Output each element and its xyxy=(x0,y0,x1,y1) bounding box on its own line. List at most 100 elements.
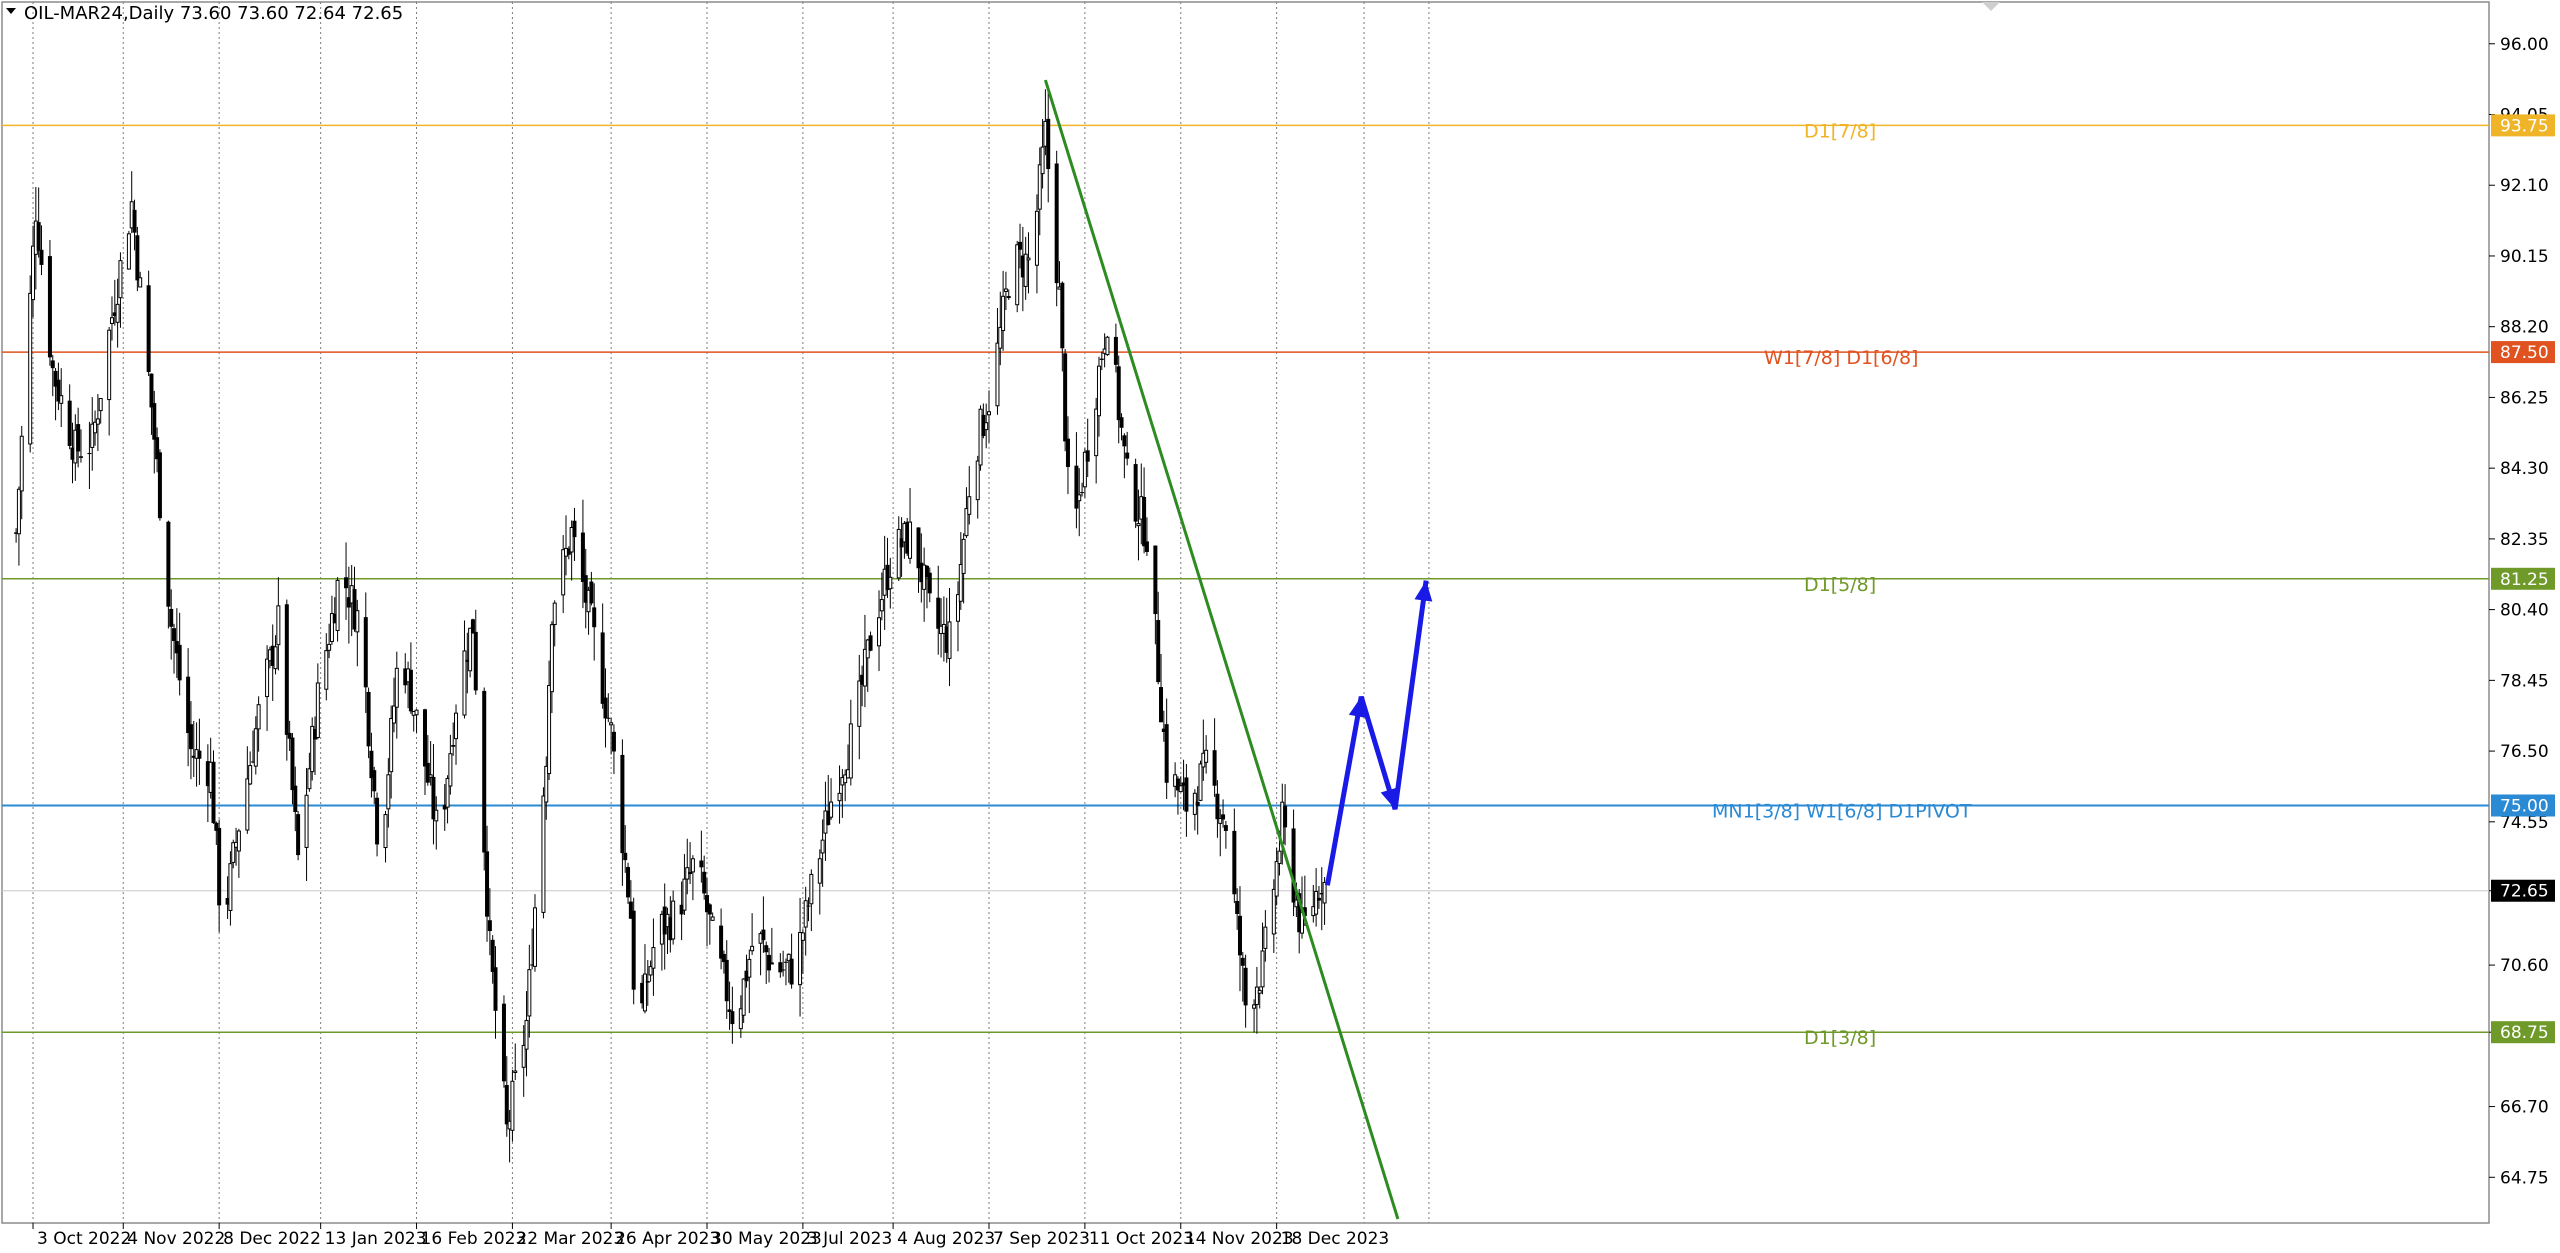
candle xyxy=(1221,799,1226,828)
candle xyxy=(118,252,123,328)
candle xyxy=(1116,355,1121,444)
candle xyxy=(761,896,766,953)
candle xyxy=(1257,986,1262,1009)
candle xyxy=(1319,867,1324,931)
candle-body-up xyxy=(1198,763,1203,801)
candle xyxy=(803,886,808,956)
candle xyxy=(250,730,255,764)
candle xyxy=(78,429,83,463)
candle xyxy=(583,548,588,629)
candle xyxy=(580,499,585,609)
candle xyxy=(995,308,1000,415)
candle-body-down xyxy=(761,929,766,941)
candle xyxy=(107,326,112,436)
candle-body-down xyxy=(76,424,81,452)
candle-body-up xyxy=(541,795,546,913)
candle xyxy=(645,960,650,1006)
candle-body-down xyxy=(293,785,298,813)
candle-body-down xyxy=(924,565,929,578)
candle-body-down xyxy=(344,577,349,589)
x-tick-label: 7 Sep 2023 xyxy=(993,1229,1090,1249)
candle-body-up xyxy=(256,704,261,730)
candle xyxy=(541,787,546,919)
candle xyxy=(767,947,772,983)
plot-area-frame xyxy=(1,1,2490,1224)
candle-body-up xyxy=(1094,408,1099,457)
candle-body-down xyxy=(70,447,75,460)
candle-body-down xyxy=(482,690,487,853)
x-tick-label: 13 Jan 2023 xyxy=(325,1229,427,1249)
candle-body-down xyxy=(628,901,633,919)
candle xyxy=(112,279,117,326)
candle xyxy=(245,746,250,834)
candle xyxy=(527,944,532,1038)
candle xyxy=(1204,735,1209,774)
candle xyxy=(947,588,952,687)
candle-body-up xyxy=(454,712,459,740)
candle-body-down xyxy=(721,953,726,963)
candle xyxy=(493,946,498,1039)
candle xyxy=(592,583,597,661)
candle xyxy=(465,632,470,694)
candle-body-down xyxy=(177,644,182,681)
candle xyxy=(896,516,901,582)
candle xyxy=(39,225,44,276)
price-tag-text: 68.75 xyxy=(2500,1023,2549,1043)
candle-body-up xyxy=(394,667,399,708)
candle xyxy=(1283,784,1288,846)
candle xyxy=(730,986,735,1044)
candle xyxy=(115,278,120,348)
candle xyxy=(253,716,258,775)
candle xyxy=(924,565,929,609)
candle-body-up xyxy=(1218,817,1223,824)
candle-body-up xyxy=(978,408,983,466)
candle-body-down xyxy=(504,1085,509,1125)
candle-body-down xyxy=(764,945,769,953)
candle-body-up xyxy=(877,617,882,647)
candle xyxy=(31,225,36,318)
menu-triangle-icon[interactable] xyxy=(6,8,16,14)
candle xyxy=(76,407,81,468)
candle xyxy=(1085,418,1090,478)
candle-body-down xyxy=(287,732,292,739)
candle xyxy=(899,517,904,577)
scroll-marker-icon[interactable] xyxy=(1982,2,2000,11)
candle-body-down xyxy=(470,619,475,634)
candle-body-down xyxy=(566,548,571,555)
candle xyxy=(1105,335,1110,356)
candle-body-down xyxy=(1302,907,1307,917)
candle-body-down xyxy=(730,1011,735,1025)
candle xyxy=(1136,489,1141,561)
candle-body-up xyxy=(389,718,394,773)
candle xyxy=(744,954,749,988)
candle xyxy=(1113,323,1118,373)
candle-body-down xyxy=(423,709,427,767)
candle xyxy=(98,398,103,424)
candle-body-down xyxy=(56,379,61,402)
symbol-header: OIL-MAR24,Daily 73.60 73.60 72.64 72.65 xyxy=(24,3,403,24)
candle-body-down xyxy=(425,762,430,783)
candle-body-up xyxy=(561,549,566,596)
candle-body-up xyxy=(809,873,814,905)
candle xyxy=(1291,809,1296,917)
candle xyxy=(389,705,394,799)
candle xyxy=(1026,232,1031,294)
candle-body-down xyxy=(1142,497,1147,547)
candle xyxy=(690,855,695,901)
candle xyxy=(1237,886,1242,992)
candle xyxy=(724,940,729,1019)
candle-body-up xyxy=(837,792,842,802)
candle-body-up xyxy=(115,303,120,323)
candle xyxy=(829,778,834,820)
level-label: W1[7/8] D1[6/8] xyxy=(1764,347,1918,369)
candle xyxy=(109,296,114,341)
candle-body-down xyxy=(1212,750,1217,786)
candle-body-up xyxy=(1277,850,1282,865)
candle xyxy=(138,271,143,288)
candle xyxy=(1054,150,1059,307)
y-tick-label: 66.70 xyxy=(2500,1098,2549,1118)
candle xyxy=(620,739,625,886)
candle xyxy=(1161,710,1166,742)
candle xyxy=(19,425,24,520)
candle-body-down xyxy=(583,575,588,603)
